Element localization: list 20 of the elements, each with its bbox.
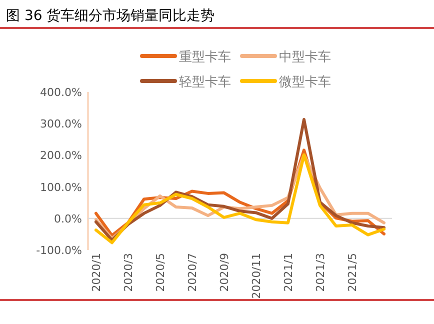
ytick: 200.0%: [40, 149, 82, 162]
ytick: 0.0%: [54, 212, 82, 226]
legend: 重型卡车: [179, 50, 231, 65]
xtick: 2020/3: [122, 253, 135, 292]
xtick: 2020/1: [90, 253, 103, 292]
xtick: 2020/11: [250, 253, 263, 299]
legend: 微型卡车: [279, 75, 331, 90]
xtick: 2021/5: [346, 253, 359, 292]
legend: 中型卡车: [279, 50, 331, 65]
xtick: 2021/1: [282, 253, 295, 292]
title: 图 36 货车细分市场销量同比走势: [6, 8, 215, 24]
ytick: 100.0%: [40, 180, 82, 194]
ytick: 300.0%: [40, 118, 82, 131]
legend: 轻型卡车: [179, 75, 231, 90]
xtick: 2020/5: [154, 253, 167, 292]
xtick: 2020/9: [218, 253, 231, 292]
ytick: 400.0%: [40, 86, 82, 99]
ytick: -100.0%: [36, 244, 82, 257]
xtick: 2021/3: [314, 253, 327, 292]
xtick: 2020/7: [186, 253, 199, 292]
